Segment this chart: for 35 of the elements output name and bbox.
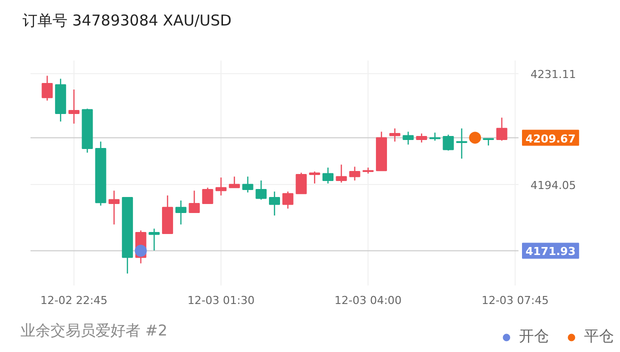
x-tick-label: 12-02 22:45: [40, 294, 108, 307]
candlestick: [216, 176, 227, 196]
candlestick: [349, 166, 360, 182]
candlestick: [322, 167, 334, 184]
candlestick: [456, 128, 468, 160]
x-tick-label: 12-03 01:30: [187, 294, 255, 307]
ref-line-label: 4209.67: [526, 132, 576, 146]
y-tick-label: 4194.05: [530, 179, 576, 192]
y-tick-label: 4231.11: [530, 68, 576, 82]
text: 业余交易员爱好者 #2: [20, 322, 168, 340]
candlestick: [296, 172, 307, 194]
legend-label: 平仓: [584, 327, 614, 346]
candlestick: [202, 187, 214, 204]
candlestick: [68, 88, 80, 124]
chart-title: 订单号 347893084 XAU/USD: [22, 12, 232, 30]
x-tick-label: 12-03 04:00: [334, 294, 402, 307]
candlestick: [175, 200, 186, 226]
candlestick: [108, 190, 120, 226]
candlestick: [42, 75, 53, 102]
candlestick: [336, 164, 347, 184]
candlestick: [442, 134, 454, 152]
x-tick-label: 12-03 07:45: [482, 294, 549, 307]
candlestick: [228, 176, 240, 188]
candlestick: [188, 190, 200, 214]
candlestick: [496, 117, 508, 142]
candlestick: [402, 131, 414, 146]
ref-line-label: 4171.93: [526, 245, 576, 258]
candlestick: [282, 190, 294, 210]
candlestick: [268, 190, 280, 216]
candlestick: [148, 228, 160, 252]
candlestick: [256, 180, 267, 200]
candlestick: [242, 176, 254, 194]
candlestick: [309, 170, 320, 184]
candlestick: [389, 128, 400, 142]
legend-label: 开仓: [519, 327, 549, 346]
